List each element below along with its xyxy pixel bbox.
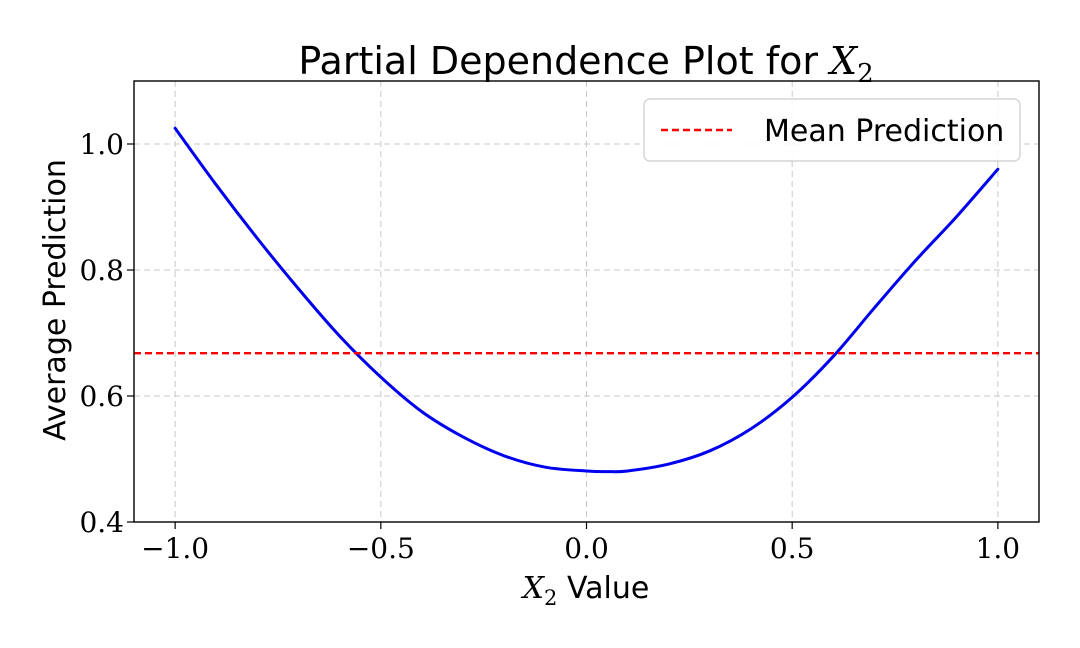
chart-title-math-sub: 2 — [857, 59, 874, 89]
plot-area — [134, 126, 1039, 474]
partial-dependence-curve — [173, 126, 1000, 474]
y-axis-label: Average Prediction — [38, 159, 73, 441]
y-tick-label: 1.0 — [79, 128, 124, 161]
y-tick-label: 0.4 — [79, 506, 124, 539]
x-tick-label: 1.0 — [976, 532, 1021, 565]
x-axis-label: X2 Value — [521, 571, 650, 610]
y-tick-label: 0.6 — [79, 380, 124, 413]
x-axis-label-math: X — [521, 571, 546, 606]
chart-title-math: X — [827, 39, 859, 83]
x-tick-label: 0.5 — [770, 532, 815, 565]
legend-label-mean-prediction: Mean Prediction — [764, 114, 1004, 149]
x-axis-label-text: Value — [557, 571, 649, 606]
chart-title-text: Partial Dependence Plot for — [298, 39, 830, 83]
legend: Mean Prediction — [643, 98, 1021, 162]
x-tick-label: −0.5 — [347, 532, 415, 565]
chart-title: Partial Dependence Plot for X2 — [298, 39, 873, 89]
x-axis-label-math-sub: 2 — [544, 586, 557, 610]
x-tick-label: −1.0 — [141, 532, 209, 565]
x-tick-label: 0.0 — [564, 532, 609, 565]
ticks: −1.0 −0.5 0.0 0.5 1.0 0.4 0.6 0.8 1.0 — [79, 128, 1020, 565]
y-tick-label: 0.8 — [79, 254, 124, 287]
legend-box — [643, 98, 1021, 162]
